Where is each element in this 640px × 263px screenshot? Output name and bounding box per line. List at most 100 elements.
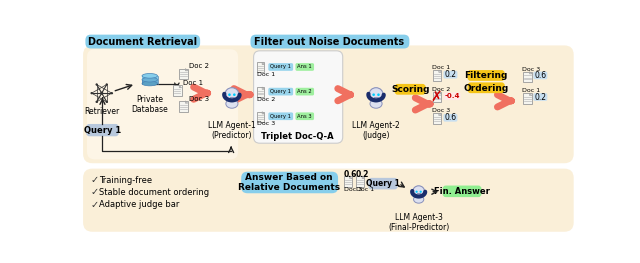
- Bar: [257, 62, 264, 72]
- Ellipse shape: [223, 93, 225, 97]
- Text: LLM Agent-3
(Final-Predictor): LLM Agent-3 (Final-Predictor): [388, 213, 449, 232]
- Text: 0.2: 0.2: [356, 170, 369, 179]
- Ellipse shape: [142, 74, 157, 78]
- Circle shape: [228, 93, 231, 96]
- FancyBboxPatch shape: [296, 88, 314, 95]
- FancyBboxPatch shape: [467, 70, 505, 81]
- FancyBboxPatch shape: [268, 88, 293, 95]
- Text: Doc 3: Doc 3: [189, 95, 209, 102]
- Bar: [433, 70, 441, 81]
- FancyBboxPatch shape: [83, 45, 573, 163]
- FancyBboxPatch shape: [241, 172, 338, 193]
- Polygon shape: [262, 112, 264, 114]
- Text: 0.2: 0.2: [444, 70, 456, 79]
- Polygon shape: [186, 69, 188, 71]
- Ellipse shape: [142, 77, 157, 82]
- Circle shape: [413, 186, 425, 198]
- Text: Fin. Answer: Fin. Answer: [434, 187, 490, 196]
- Text: ✓: ✓: [91, 175, 99, 185]
- Text: Adaptive judge bar: Adaptive judge bar: [99, 200, 180, 209]
- FancyBboxPatch shape: [533, 72, 547, 79]
- Text: Scoring: Scoring: [391, 85, 429, 94]
- Circle shape: [111, 92, 113, 94]
- Ellipse shape: [367, 93, 369, 97]
- Circle shape: [95, 101, 98, 103]
- Text: Doc 2: Doc 2: [257, 97, 276, 102]
- Bar: [179, 101, 188, 112]
- FancyBboxPatch shape: [87, 49, 238, 159]
- Bar: [356, 176, 364, 187]
- Text: Query 1: Query 1: [270, 114, 291, 119]
- Bar: [524, 93, 532, 104]
- Polygon shape: [439, 113, 441, 115]
- Bar: [142, 76, 157, 80]
- Text: Private
Database: Private Database: [131, 95, 168, 114]
- Text: Doc 2: Doc 2: [432, 87, 450, 92]
- FancyBboxPatch shape: [444, 114, 458, 122]
- Circle shape: [233, 93, 236, 96]
- Text: -0.4: -0.4: [444, 93, 460, 99]
- Ellipse shape: [239, 93, 241, 97]
- FancyBboxPatch shape: [395, 84, 426, 95]
- FancyBboxPatch shape: [467, 82, 505, 93]
- Text: 0.6: 0.6: [444, 113, 456, 122]
- FancyBboxPatch shape: [444, 92, 461, 100]
- Text: Training-free: Training-free: [99, 176, 152, 185]
- Ellipse shape: [411, 190, 413, 193]
- Ellipse shape: [370, 99, 382, 108]
- Polygon shape: [362, 176, 364, 179]
- Text: Doc 2: Doc 2: [189, 63, 209, 69]
- Circle shape: [95, 83, 98, 86]
- FancyBboxPatch shape: [444, 71, 458, 79]
- Text: Doc 1: Doc 1: [356, 187, 374, 192]
- Ellipse shape: [383, 93, 385, 97]
- Circle shape: [415, 191, 418, 193]
- Text: ✓: ✓: [91, 188, 99, 198]
- Ellipse shape: [424, 190, 426, 193]
- Bar: [173, 85, 182, 96]
- Text: Doc 3: Doc 3: [522, 67, 540, 72]
- Text: Query 1: Query 1: [366, 179, 400, 188]
- FancyBboxPatch shape: [368, 178, 397, 189]
- Text: Ans 2: Ans 2: [298, 89, 312, 94]
- Text: LLM Agent-1
(Predictor): LLM Agent-1 (Predictor): [208, 121, 256, 140]
- FancyBboxPatch shape: [83, 169, 573, 232]
- Ellipse shape: [142, 81, 157, 86]
- Bar: [344, 176, 352, 187]
- FancyBboxPatch shape: [268, 63, 293, 71]
- Text: LLM Agent-2
(Judge): LLM Agent-2 (Judge): [352, 121, 400, 140]
- Polygon shape: [186, 101, 188, 103]
- Text: Answer Based on
Relative Documents: Answer Based on Relative Documents: [238, 173, 340, 192]
- FancyBboxPatch shape: [533, 93, 547, 101]
- FancyBboxPatch shape: [296, 112, 314, 120]
- FancyBboxPatch shape: [268, 112, 293, 120]
- Circle shape: [225, 88, 239, 102]
- Text: Doc 1: Doc 1: [257, 72, 276, 77]
- Text: Ans 1: Ans 1: [298, 64, 312, 69]
- Circle shape: [100, 92, 103, 95]
- Text: Document Retrieval: Document Retrieval: [88, 37, 197, 47]
- Bar: [142, 80, 157, 84]
- Bar: [433, 92, 441, 102]
- Text: Ans 3: Ans 3: [298, 114, 312, 119]
- FancyBboxPatch shape: [443, 186, 481, 197]
- Text: Doc 3: Doc 3: [257, 122, 276, 127]
- Text: 0.6: 0.6: [534, 71, 547, 80]
- Text: Stable document ordering: Stable document ordering: [99, 188, 209, 197]
- Bar: [179, 69, 188, 79]
- Circle shape: [90, 92, 93, 94]
- Circle shape: [106, 83, 108, 86]
- Ellipse shape: [226, 99, 238, 108]
- Polygon shape: [529, 93, 532, 95]
- Text: Doc 1: Doc 1: [183, 80, 204, 86]
- Polygon shape: [439, 70, 441, 72]
- Bar: [524, 72, 532, 82]
- FancyBboxPatch shape: [85, 35, 200, 48]
- Bar: [433, 113, 441, 124]
- Text: ✓: ✓: [91, 200, 99, 210]
- Circle shape: [106, 101, 108, 103]
- Ellipse shape: [413, 195, 424, 203]
- FancyBboxPatch shape: [296, 63, 314, 71]
- Text: Filtering: Filtering: [465, 71, 508, 80]
- Text: Query 1: Query 1: [84, 126, 121, 135]
